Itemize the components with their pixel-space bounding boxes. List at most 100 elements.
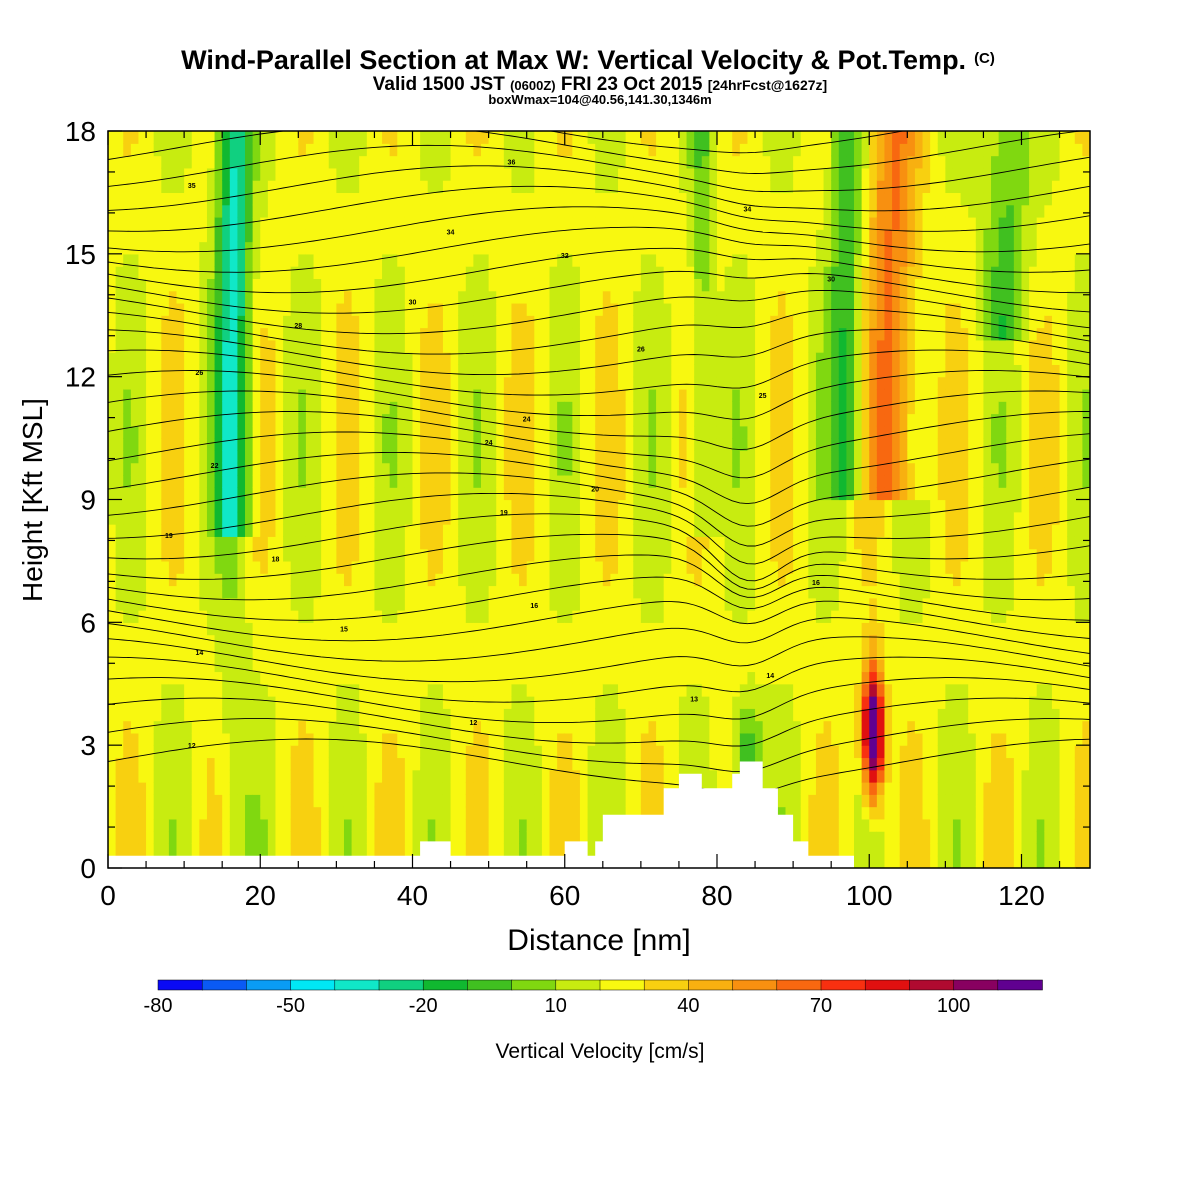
velocity-cell (229, 732, 239, 746)
velocity-cell (397, 524, 406, 537)
velocity-cell (526, 610, 535, 623)
velocity-cell (108, 388, 117, 402)
velocity-cell (625, 241, 634, 255)
velocity-cell (328, 143, 337, 157)
velocity-cell (618, 806, 627, 820)
velocity-cell (138, 315, 147, 329)
velocity-cell (267, 315, 277, 329)
velocity-cell (427, 302, 436, 316)
velocity-cell (534, 671, 543, 685)
velocity-cell (503, 413, 513, 427)
velocity-cell (404, 732, 414, 746)
velocity-cell (488, 597, 497, 611)
velocity-cell (191, 241, 200, 255)
velocity-cell (229, 450, 239, 464)
velocity-cell (602, 511, 612, 525)
velocity-cell (541, 511, 551, 525)
velocity-cell (389, 536, 398, 550)
velocity-cell (214, 794, 223, 808)
velocity-cell (427, 782, 436, 795)
velocity-cell (146, 757, 155, 771)
velocity-cell (275, 143, 284, 157)
velocity-cell (656, 573, 665, 587)
velocity-cell (138, 843, 147, 857)
velocity-cell (709, 560, 718, 574)
velocity-cell (557, 622, 566, 636)
velocity-cell (305, 659, 315, 673)
velocity-cell (222, 708, 231, 722)
velocity-cell (290, 536, 299, 550)
velocity-cell (412, 302, 421, 316)
velocity-cell (481, 229, 490, 243)
velocity-cell (526, 769, 535, 783)
velocity-cell (716, 573, 726, 587)
velocity-cell (732, 683, 741, 697)
velocity-cell (222, 831, 231, 845)
velocity-cell (435, 253, 444, 267)
velocity-cell (427, 683, 436, 697)
velocity-cell (481, 524, 490, 537)
velocity-cell (716, 180, 726, 194)
velocity-cell (168, 831, 178, 845)
velocity-cell (313, 536, 322, 550)
velocity-cell (313, 610, 322, 623)
velocity-cell (206, 241, 216, 255)
velocity-cell (146, 438, 155, 451)
velocity-cell (229, 180, 239, 194)
velocity-cell (260, 143, 269, 157)
velocity-cell (313, 364, 322, 378)
velocity-cell (336, 278, 345, 292)
velocity-cell (648, 192, 657, 206)
velocity-cell (716, 278, 726, 292)
velocity-cell (458, 732, 467, 746)
velocity-cell (374, 462, 383, 476)
velocity-cell (176, 425, 185, 439)
velocity-cell (123, 413, 132, 427)
velocity-cell (579, 646, 589, 660)
velocity-cell (473, 524, 482, 537)
velocity-cell (732, 462, 741, 476)
velocity-cell (138, 290, 147, 304)
velocity-cell (168, 610, 178, 623)
velocity-cell (313, 683, 322, 697)
velocity-cell (374, 425, 383, 439)
velocity-cell (245, 143, 254, 157)
velocity-cell (389, 462, 398, 476)
velocity-cell (138, 229, 147, 243)
velocity-cell (572, 241, 581, 255)
velocity-cell (625, 302, 634, 316)
velocity-cell (199, 327, 208, 341)
velocity-cell (526, 204, 535, 218)
velocity-cell (595, 253, 604, 267)
velocity-cell (130, 831, 140, 845)
velocity-cell (526, 352, 535, 365)
velocity-cell (549, 597, 558, 611)
velocity-cell (382, 843, 391, 857)
velocity-cell (450, 634, 459, 648)
velocity-cell (602, 253, 612, 267)
velocity-cell (610, 364, 619, 378)
velocity-cell (123, 646, 132, 660)
velocity-cell (458, 143, 467, 157)
velocity-cell (640, 131, 650, 144)
velocity-cell (168, 769, 178, 783)
velocity-cell (694, 511, 703, 525)
velocity-cell (245, 131, 254, 144)
velocity-cell (557, 438, 566, 451)
velocity-cell (503, 131, 513, 144)
velocity-cell (610, 167, 619, 181)
velocity-cell (557, 585, 566, 599)
velocity-cell (298, 646, 307, 660)
velocity-cell (488, 290, 497, 304)
velocity-cell (237, 794, 246, 808)
velocity-cell (716, 769, 726, 783)
velocity-cell (283, 794, 292, 808)
velocity-cell (298, 745, 307, 759)
velocity-cell (564, 352, 573, 365)
velocity-cell (701, 511, 710, 525)
velocity-cell (138, 745, 147, 759)
velocity-cell (184, 167, 193, 181)
velocity-cell (382, 388, 391, 402)
velocity-cell (564, 806, 573, 820)
velocity-cell (534, 782, 543, 795)
